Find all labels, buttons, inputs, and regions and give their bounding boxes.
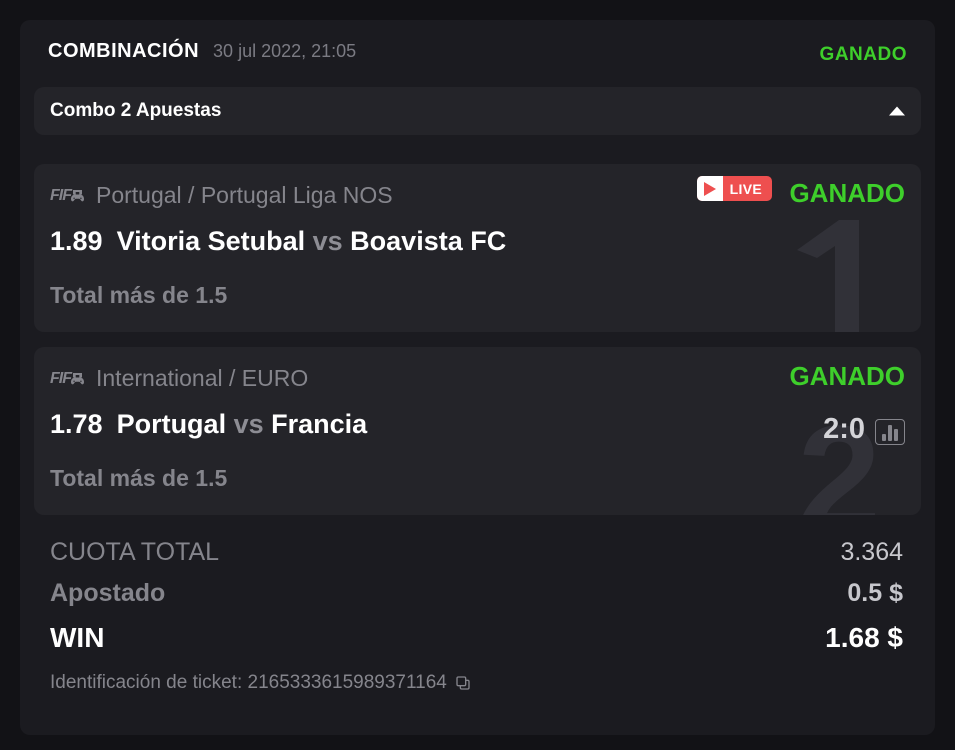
- svg-text:FIF: FIF: [50, 187, 73, 204]
- svg-text:FIF: FIF: [50, 370, 73, 387]
